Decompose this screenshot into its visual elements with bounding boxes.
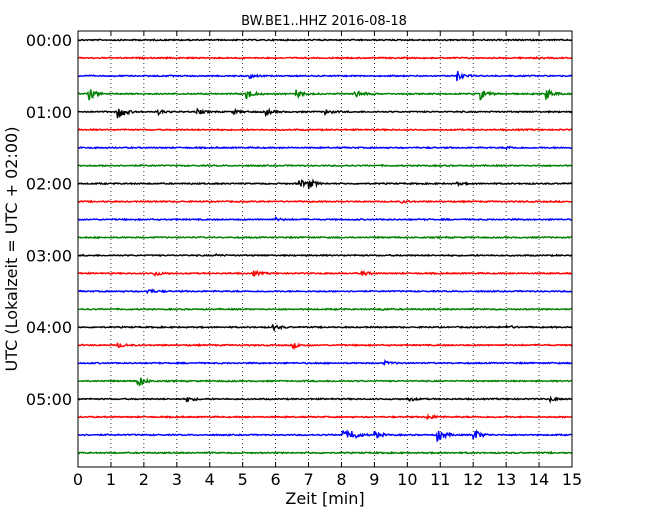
x-tick-label: 8 [336, 470, 346, 489]
y-axis-label: UTC (Lokalzeit = UTC + 02:00) [2, 127, 21, 372]
y-tick-label: 03:00 [26, 246, 72, 265]
y-tick-label: 05:00 [26, 390, 72, 409]
trace-0130 [77, 145, 573, 151]
trace-0245 [77, 235, 573, 240]
trace-0300 [77, 252, 573, 258]
x-tick-label: 12 [463, 470, 483, 489]
x-tick-label: 11 [430, 470, 450, 489]
y-axis: 00:00 01:00 02:00 03:00 04:00 05:00 [26, 31, 572, 409]
trace-0215 [77, 199, 573, 204]
trace-0015 [77, 55, 573, 60]
x-axis: 0 1 2 3 4 5 6 7 8 9 10 11 12 13 14 15 [73, 31, 582, 489]
x-tick-label: 9 [369, 470, 379, 489]
x-tick-label: 5 [238, 470, 248, 489]
chart-title: BW.BE1..HHZ 2016-08-18 [241, 14, 407, 29]
trace-0100 [77, 107, 573, 119]
x-tick-label: 13 [496, 470, 516, 489]
trace-0530 [77, 429, 573, 443]
trace-0545 [78, 450, 573, 455]
trace-0515 [77, 413, 573, 420]
x-tick-label: 14 [529, 470, 549, 489]
x-tick-label: 1 [106, 470, 116, 489]
trace-0445 [77, 377, 573, 387]
x-tick-label: 6 [271, 470, 281, 489]
y-tick-label: 02:00 [26, 175, 72, 194]
x-tick-label: 0 [73, 470, 83, 489]
x-tick-label: 15 [562, 470, 582, 489]
x-tick-label: 3 [172, 470, 182, 489]
trace-0045 [77, 88, 573, 101]
trace-0315 [77, 269, 573, 278]
x-tick-label: 2 [139, 470, 149, 489]
trace-0030 [77, 71, 573, 82]
trace-0200 [77, 178, 573, 190]
trace-0145 [77, 163, 573, 168]
grid-lines [110, 31, 540, 467]
trace-0430 [77, 358, 573, 366]
x-axis-label: Zeit [min] [285, 489, 364, 508]
trace-0115 [77, 127, 573, 132]
seismogram-traces [77, 38, 573, 455]
x-tick-label: 10 [397, 470, 417, 489]
y-tick-label: 00:00 [26, 31, 72, 50]
trace-0330 [77, 287, 573, 295]
plot-frame [77, 30, 573, 468]
trace-0345 [77, 307, 573, 312]
trace-0415 [77, 342, 573, 351]
trace-0000 [77, 38, 573, 42]
trace-0230 [77, 216, 573, 222]
y-tick-label: 04:00 [26, 318, 72, 337]
y-tick-label: 01:00 [26, 103, 72, 122]
x-tick-label: 7 [303, 470, 313, 489]
trace-0500 [77, 395, 573, 404]
trace-0400 [77, 324, 573, 333]
x-tick-label: 4 [205, 470, 215, 489]
